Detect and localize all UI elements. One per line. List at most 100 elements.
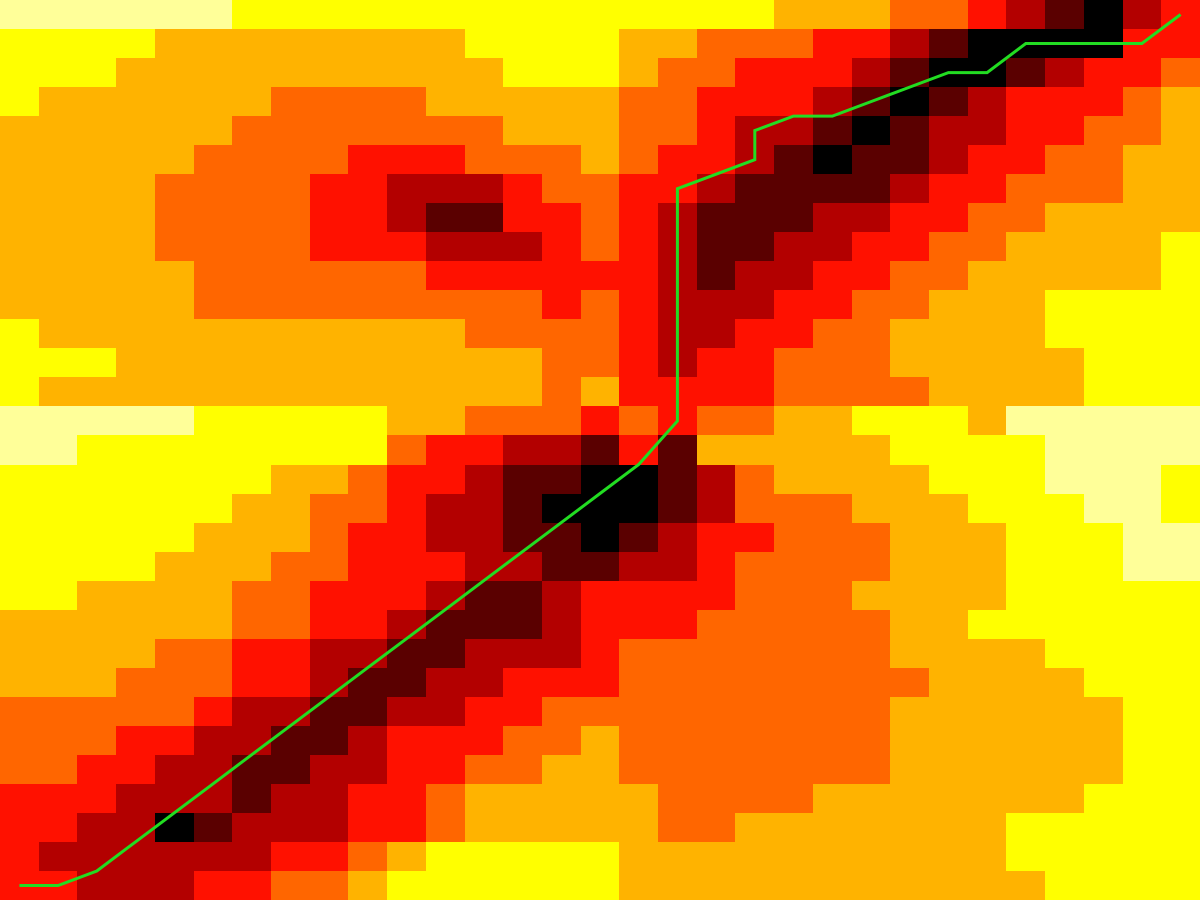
heatmap-cell — [968, 232, 1007, 262]
heatmap-cell — [155, 58, 195, 88]
heatmap-cell — [426, 203, 466, 233]
heatmap-cell — [426, 319, 466, 349]
heatmap-cell — [387, 261, 427, 291]
heatmap-cell — [697, 668, 736, 698]
heatmap-cell — [581, 465, 620, 495]
heatmap-cell — [348, 842, 388, 872]
heatmap-cell — [619, 232, 659, 262]
heatmap-cell — [1123, 203, 1162, 233]
heatmap-cell — [465, 116, 504, 146]
heatmap-cell — [968, 465, 1007, 495]
heatmap-cell — [852, 755, 891, 785]
heatmap-cell — [271, 0, 311, 30]
heatmap-cell — [155, 203, 195, 233]
heatmap-cell — [116, 261, 156, 291]
heatmap-cell — [348, 145, 388, 175]
heatmap-cell — [503, 639, 543, 669]
heatmap-cell — [155, 348, 195, 378]
heatmap-cell — [774, 58, 814, 88]
heatmap-cell — [542, 581, 582, 611]
heatmap-cell — [465, 697, 504, 727]
heatmap-cell — [619, 581, 659, 611]
heatmap-cell — [232, 319, 272, 349]
heatmap-cell — [774, 610, 814, 640]
heatmap-cell — [271, 319, 311, 349]
heatmap-cell — [232, 581, 272, 611]
heatmap-cell — [581, 871, 620, 900]
heatmap-cell — [426, 784, 466, 814]
heatmap-cell — [426, 581, 466, 611]
heatmap-cell — [735, 639, 775, 669]
heatmap-cell — [852, 377, 891, 407]
heatmap-cell — [0, 639, 40, 669]
heatmap-cell — [735, 87, 775, 117]
heatmap-cell — [1045, 145, 1085, 175]
heatmap-cell — [1161, 116, 1200, 146]
heatmap-cell — [735, 697, 775, 727]
heatmap-cell — [387, 784, 427, 814]
heatmap-cell — [697, 29, 736, 59]
heatmap-cell — [39, 784, 78, 814]
heatmap-cell — [968, 319, 1007, 349]
heatmap-cell — [581, 494, 620, 524]
heatmap-cell — [155, 871, 195, 900]
heatmap-cell — [0, 58, 40, 88]
heatmap-cell — [890, 0, 930, 30]
heatmap-cell — [155, 377, 195, 407]
heatmap-cell — [39, 58, 78, 88]
heatmap-cell — [852, 232, 891, 262]
heatmap-cell — [271, 435, 311, 466]
heatmap-cell — [542, 406, 582, 436]
heatmap-cell — [465, 145, 504, 175]
heatmap-cell — [658, 697, 698, 727]
heatmap-cell — [542, 87, 582, 117]
heatmap-cell — [465, 813, 504, 843]
heatmap-cell — [155, 726, 195, 756]
heatmap-cell — [1123, 174, 1162, 204]
heatmap-cell — [929, 348, 969, 378]
heatmap-cell — [813, 552, 853, 582]
heatmap-cell — [387, 290, 427, 320]
heatmap-cell — [426, 494, 466, 524]
heatmap-cell — [387, 639, 427, 669]
heatmap-cell — [155, 435, 195, 466]
heatmap-cell — [1006, 319, 1046, 349]
heatmap-cell — [968, 145, 1007, 175]
heatmap-cell — [1084, 145, 1124, 175]
heatmap-cell — [348, 813, 388, 843]
heatmap-cell — [1045, 377, 1085, 407]
heatmap-cell — [348, 406, 388, 436]
heatmap-cell — [503, 523, 543, 553]
heatmap-cell — [581, 668, 620, 698]
heatmap-cell — [697, 87, 736, 117]
heatmap-cell — [697, 435, 736, 466]
heatmap-cell — [194, 842, 233, 872]
heatmap-cell — [116, 755, 156, 785]
heatmap-cell — [1161, 377, 1200, 407]
heatmap-cell — [116, 494, 156, 524]
heatmap-cell — [1161, 668, 1200, 698]
heatmap-cell — [310, 435, 349, 466]
heatmap-cell — [232, 435, 272, 466]
heatmap-cell — [1084, 610, 1124, 640]
heatmap-cell — [542, 145, 582, 175]
heatmap-cell — [1045, 261, 1085, 291]
heatmap-cell — [1084, 261, 1124, 291]
heatmap-cell — [658, 494, 698, 524]
heatmap-cell — [465, 348, 504, 378]
heatmap-cell — [0, 29, 40, 59]
heatmap-cell — [735, 494, 775, 524]
heatmap-cell — [890, 494, 930, 524]
heatmap-cell — [852, 203, 891, 233]
heatmap-cell — [77, 145, 117, 175]
heatmap-cell — [39, 377, 78, 407]
heatmap-cell — [465, 232, 504, 262]
heatmap-cell — [658, 116, 698, 146]
heatmap-cell — [39, 465, 78, 495]
heatmap-cell — [774, 523, 814, 553]
heatmap-cell — [465, 319, 504, 349]
heatmap-cell — [503, 784, 543, 814]
heatmap-cell — [581, 639, 620, 669]
heatmap-cell — [465, 755, 504, 785]
